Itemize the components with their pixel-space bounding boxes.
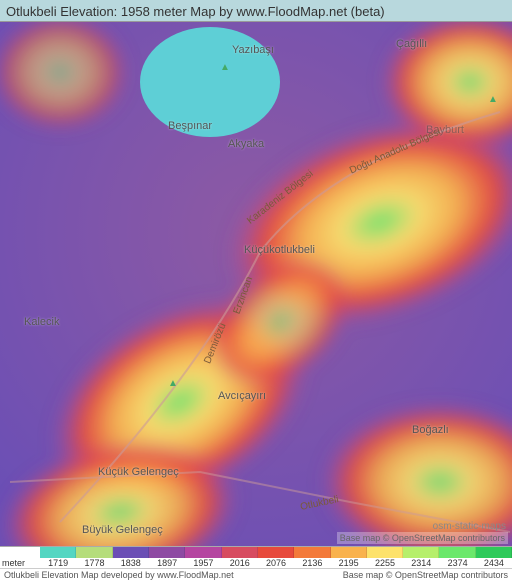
legend-value: 2434 [476,558,512,568]
credits-left: Otlukbeli Elevation Map developed by www… [4,570,234,581]
elevation-raster [0,22,512,546]
place-label: Boğazlı [412,424,449,436]
legend-value: 2374 [439,558,475,568]
legend-swatch: 2374 [439,547,475,568]
legend-color [367,547,403,558]
legend-color [185,547,221,558]
header-title: Otlukbeli Elevation: 1958 meter Map by w… [6,4,385,19]
place-label: Beşpınar [168,120,212,132]
legend-swatch: 1778 [76,547,112,568]
legend-swatch: 1838 [113,547,149,568]
legend-value: 1778 [76,558,112,568]
legend-color [439,547,475,558]
legend-swatch: 1897 [149,547,185,568]
legend-value: 2195 [331,558,367,568]
place-label: Küçük Gelengeç [98,466,179,478]
elevation-map: YazıbaşıÇağıllıBeşpınarAkyakaBayburtKüçü… [0,22,512,546]
legend-color [331,547,367,558]
credits-bar: Otlukbeli Elevation Map developed by www… [0,568,512,582]
place-label: Akyaka [228,138,264,150]
legend-color [149,547,185,558]
legend-value: 1897 [149,558,185,568]
legend-color [403,547,439,558]
osm-watermark: osm-static-maps [433,521,506,532]
legend-color [476,547,512,558]
map-attribution: Base map © OpenStreetMap contributors [337,532,508,544]
place-label: Küçükotlukbeli [244,244,315,256]
peak-marker-icon: ▲ [220,62,230,73]
legend-value: 2136 [294,558,330,568]
legend-color [113,547,149,558]
legend-color [294,547,330,558]
place-label: Avcıçayırı [218,390,266,402]
legend-swatch: 2016 [222,547,258,568]
page-header: Otlukbeli Elevation: 1958 meter Map by w… [0,0,512,22]
legend-swatch: 1719 [40,547,76,568]
legend-value: 2076 [258,558,294,568]
legend-unit: meter [0,547,40,568]
legend-value: 1838 [113,558,149,568]
legend-color [258,547,294,558]
footer: meter 1719177818381897195720162076213621… [0,546,512,582]
legend-swatch: 2076 [258,547,294,568]
legend-color [40,547,76,558]
legend-swatch: 2434 [476,547,512,568]
elevation-legend: meter 1719177818381897195720162076213621… [0,546,512,568]
peak-marker-icon: ▲ [168,378,178,389]
legend-swatch: 2136 [294,547,330,568]
place-label: Büyük Gelengeç [82,524,163,536]
legend-color [222,547,258,558]
legend-swatches: 1719177818381897195720162076213621952255… [40,547,512,568]
legend-value: 1957 [185,558,221,568]
legend-value: 2255 [367,558,403,568]
legend-swatch: 1957 [185,547,221,568]
legend-value: 2314 [403,558,439,568]
legend-swatch: 2255 [367,547,403,568]
place-label: Kalecik [24,316,59,328]
place-label: Çağıllı [396,38,427,50]
legend-swatch: 2314 [403,547,439,568]
legend-color [76,547,112,558]
legend-value: 2016 [222,558,258,568]
place-label: Yazıbaşı [232,44,274,56]
legend-value: 1719 [40,558,76,568]
credits-right: Base map © OpenStreetMap contributors [343,570,508,581]
legend-swatch: 2195 [331,547,367,568]
peak-marker-icon: ▲ [488,94,498,105]
